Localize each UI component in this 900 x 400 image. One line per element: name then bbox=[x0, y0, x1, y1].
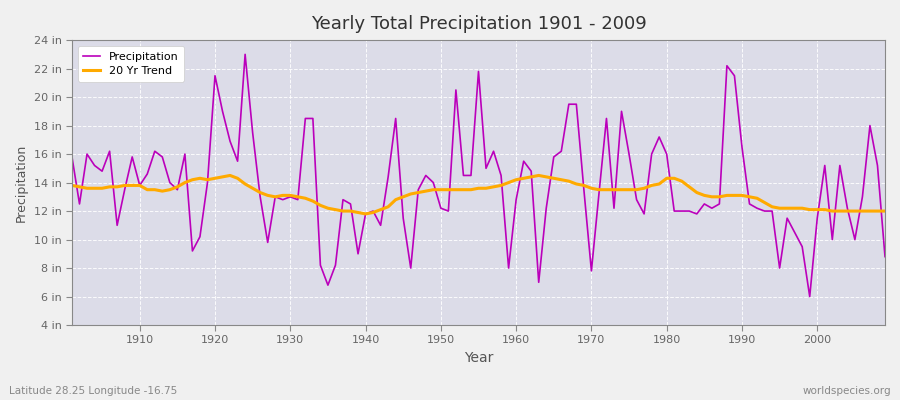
Legend: Precipitation, 20 Yr Trend: Precipitation, 20 Yr Trend bbox=[77, 46, 184, 82]
Precipitation bbox=[518, 159, 529, 164]
20 Yr Trend bbox=[879, 209, 890, 214]
Precipitation bbox=[67, 154, 77, 159]
20 Yr Trend bbox=[518, 176, 529, 181]
Line: 20 Yr Trend: 20 Yr Trend bbox=[72, 176, 885, 214]
Title: Yearly Total Precipitation 1901 - 2009: Yearly Total Precipitation 1901 - 2009 bbox=[310, 15, 646, 33]
20 Yr Trend bbox=[526, 174, 536, 179]
Text: Latitude 28.25 Longitude -16.75: Latitude 28.25 Longitude -16.75 bbox=[9, 386, 177, 396]
20 Yr Trend bbox=[300, 196, 310, 201]
Precipitation bbox=[608, 206, 619, 211]
20 Yr Trend bbox=[616, 187, 627, 192]
Precipitation bbox=[239, 52, 250, 57]
Precipitation bbox=[127, 154, 138, 159]
Precipitation bbox=[345, 202, 356, 206]
20 Yr Trend bbox=[67, 183, 77, 188]
Y-axis label: Precipitation: Precipitation bbox=[15, 144, 28, 222]
Precipitation bbox=[805, 294, 815, 299]
20 Yr Trend bbox=[225, 173, 236, 178]
Precipitation bbox=[510, 197, 521, 202]
20 Yr Trend bbox=[127, 183, 138, 188]
X-axis label: Year: Year bbox=[464, 351, 493, 365]
Precipitation bbox=[879, 254, 890, 259]
Line: Precipitation: Precipitation bbox=[72, 54, 885, 296]
20 Yr Trend bbox=[360, 212, 371, 216]
Precipitation bbox=[300, 116, 310, 121]
20 Yr Trend bbox=[345, 209, 356, 214]
Text: worldspecies.org: worldspecies.org bbox=[803, 386, 891, 396]
